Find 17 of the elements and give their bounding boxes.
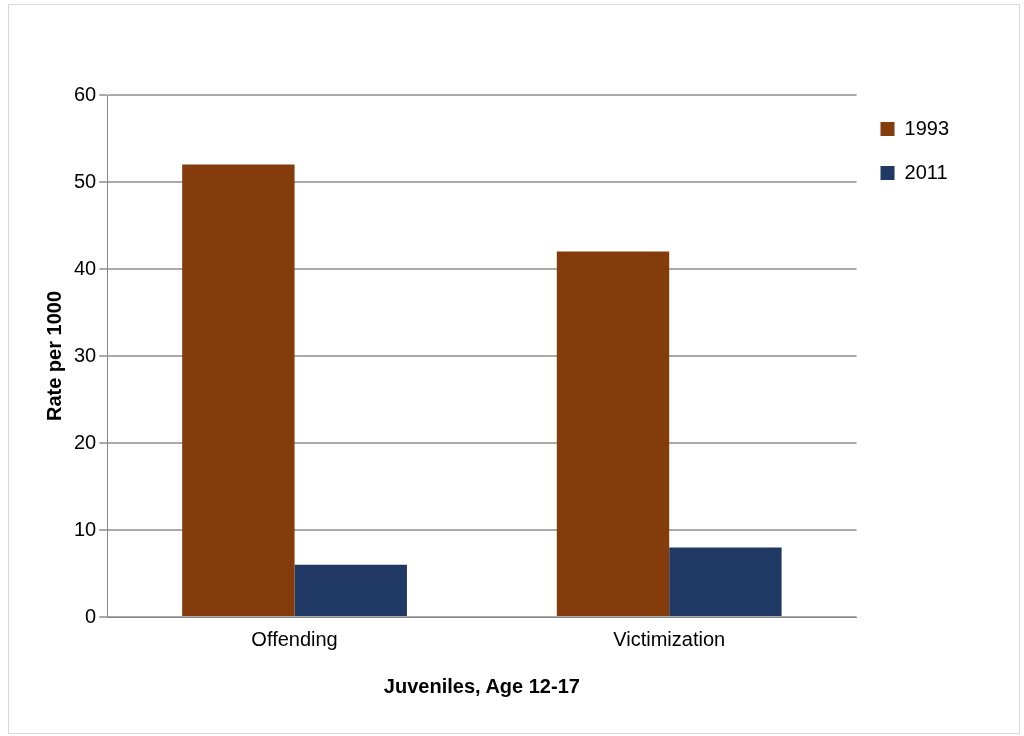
y-tick-label: 10 bbox=[74, 517, 97, 540]
bar bbox=[182, 164, 295, 616]
y-tick-label: 60 bbox=[74, 82, 97, 105]
bar bbox=[294, 564, 407, 616]
x-tick-label: Offending bbox=[251, 627, 338, 650]
y-tick-label: 0 bbox=[85, 604, 97, 627]
y-axis-title: Rate per 1000 bbox=[42, 290, 65, 422]
legend-label: 1993 bbox=[904, 116, 950, 139]
x-axis-title: Juveniles, Age 12-17 bbox=[383, 674, 580, 697]
y-tick-label: 50 bbox=[74, 169, 97, 192]
legend-label: 2011 bbox=[904, 160, 948, 183]
x-tick-label: Victimization bbox=[613, 627, 726, 650]
bar bbox=[669, 547, 782, 616]
bar bbox=[556, 251, 670, 616]
y-tick-label: 20 bbox=[74, 430, 97, 453]
y-tick-label: 30 bbox=[74, 343, 97, 366]
y-tick-label: 40 bbox=[74, 256, 97, 279]
